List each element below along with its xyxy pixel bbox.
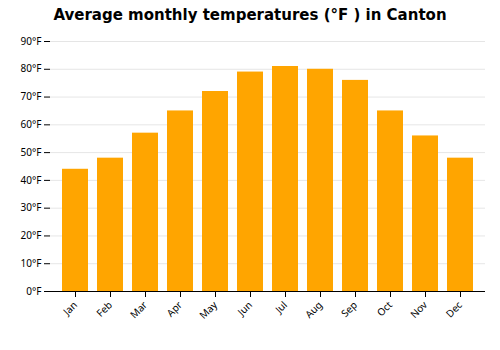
svg-text:30°F: 30°F xyxy=(21,200,42,214)
svg-text:May: May xyxy=(196,297,221,322)
svg-text:Aug: Aug xyxy=(302,298,325,321)
svg-text:Dec: Dec xyxy=(442,298,465,321)
svg-text:60°F: 60°F xyxy=(21,117,42,131)
svg-text:90°F: 90°F xyxy=(21,34,42,48)
svg-text:10°F: 10°F xyxy=(21,256,42,270)
svg-text:Jul: Jul xyxy=(271,298,290,317)
svg-text:20°F: 20°F xyxy=(21,228,42,242)
svg-text:Nov: Nov xyxy=(407,297,431,321)
svg-text:Oct: Oct xyxy=(374,298,396,320)
svg-text:50°F: 50°F xyxy=(21,145,42,159)
svg-text:40°F: 40°F xyxy=(21,173,42,187)
svg-text:Feb: Feb xyxy=(93,298,115,320)
svg-text:Jun: Jun xyxy=(234,298,255,319)
svg-text:Sep: Sep xyxy=(338,298,360,320)
html-text:Average monthly temperatures (: Average monthly temperatures (°F ) in Ca… xyxy=(53,6,447,24)
svg-text:Apr: Apr xyxy=(163,298,185,320)
svg-text:Jan: Jan xyxy=(59,298,80,319)
svg-text:80°F: 80°F xyxy=(21,61,42,75)
svg-text:Mar: Mar xyxy=(127,298,150,321)
svg-text:0°F: 0°F xyxy=(26,284,41,298)
svg-text:70°F: 70°F xyxy=(21,89,42,103)
